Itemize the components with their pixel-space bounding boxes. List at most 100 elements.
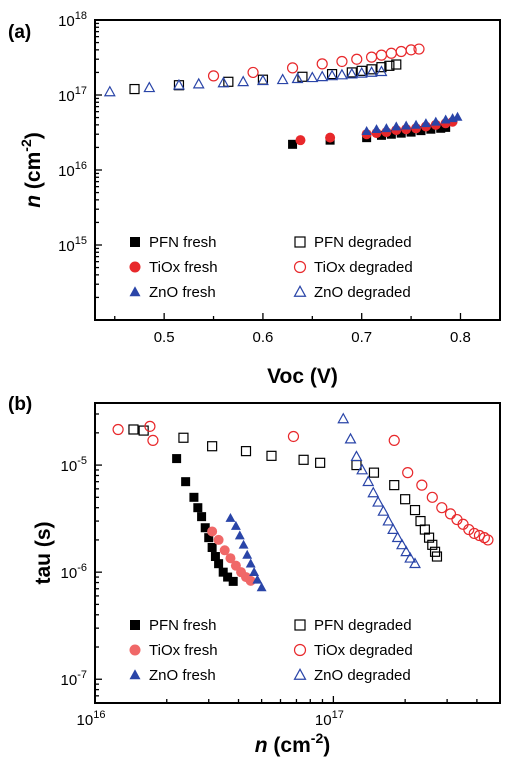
data-point	[362, 475, 375, 487]
data-point	[128, 424, 139, 435]
data-point	[406, 127, 416, 137]
legend-label: TiOx degraded	[314, 259, 413, 276]
data-point	[207, 70, 220, 82]
data-point	[368, 467, 380, 478]
data-point	[385, 47, 397, 59]
legend: PFN fresh TiOx fresh ZnO fresh PFN degraded…	[129, 617, 413, 684]
data-point	[386, 129, 396, 139]
data-point	[391, 531, 404, 543]
data-point	[129, 83, 140, 95]
data-point	[178, 432, 189, 443]
data-point	[213, 534, 224, 545]
data-point	[228, 576, 238, 586]
data-point	[430, 116, 441, 126]
series-pfn-degraded	[129, 59, 402, 95]
data-point	[396, 538, 408, 550]
legend-label: PFN fresh	[149, 617, 217, 634]
data-point	[376, 130, 386, 140]
data-point	[207, 441, 218, 452]
data-point	[387, 523, 400, 534]
data-point	[238, 539, 249, 549]
legend-label: ZnO fresh	[149, 284, 216, 301]
series-tiox-degraded	[207, 43, 425, 82]
panel-label: (a)	[8, 22, 31, 43]
data-point	[210, 552, 220, 562]
data-point	[256, 582, 267, 592]
data-point	[382, 514, 395, 526]
legend-label: TiOx degraded	[314, 642, 413, 659]
data-point	[431, 551, 443, 562]
legend-marker	[293, 285, 307, 297]
data-point	[315, 457, 326, 468]
legend-marker	[129, 669, 141, 680]
x-axis-label: n (cm-2)	[255, 730, 330, 757]
data-point	[193, 503, 203, 513]
data-point	[256, 74, 269, 86]
data-point	[391, 59, 402, 70]
x-tick-label: 1016	[77, 709, 106, 729]
data-point	[287, 430, 300, 443]
series-zno-fresh	[361, 111, 463, 135]
data-point	[189, 492, 199, 502]
legend-label: ZnO degraded	[314, 284, 411, 301]
x-axis-label: Voc (V)	[267, 365, 338, 388]
data-point	[356, 65, 367, 76]
data-point	[356, 463, 369, 475]
data-point	[404, 551, 417, 563]
data-point	[103, 85, 116, 97]
data-point	[376, 62, 387, 73]
data-point	[345, 67, 358, 79]
data-point	[291, 72, 304, 84]
data-point	[298, 454, 309, 465]
data-point	[377, 504, 390, 516]
y-axis-label: n (cm-2)	[18, 132, 45, 207]
data-point	[297, 71, 308, 82]
data-point	[367, 486, 380, 498]
data-point	[365, 51, 378, 63]
data-point	[144, 420, 156, 432]
data-point	[197, 512, 207, 522]
data-point	[436, 502, 448, 514]
data-point	[436, 123, 446, 133]
data-point	[482, 534, 494, 546]
data-point	[415, 515, 426, 527]
data-point	[401, 120, 412, 130]
data-point	[325, 132, 336, 143]
data-point	[371, 124, 382, 134]
legend-marker	[294, 236, 306, 248]
data-point	[295, 135, 306, 146]
legend-marker	[129, 261, 141, 273]
panel-label: (b)	[8, 394, 32, 415]
data-point	[252, 574, 263, 584]
data-point	[192, 77, 205, 89]
data-point	[366, 64, 377, 75]
legend-label: PFN degraded	[314, 234, 412, 251]
series-zno-fresh	[225, 512, 267, 592]
data-point	[388, 434, 400, 447]
data-point	[276, 73, 289, 85]
data-point	[413, 43, 425, 55]
data-point	[375, 49, 388, 61]
data-point	[245, 558, 256, 568]
data-point	[207, 542, 217, 552]
x-tick-label: 0.7	[351, 329, 372, 346]
data-point	[365, 66, 378, 77]
data-point	[344, 432, 357, 444]
data-point	[355, 66, 368, 78]
data-point	[381, 123, 392, 133]
data-point	[409, 557, 421, 569]
data-point	[181, 477, 191, 487]
x-tick-label: 0.6	[252, 329, 273, 346]
legend-label: TiOx fresh	[149, 642, 218, 659]
data-point	[337, 412, 350, 424]
legend-marker	[129, 644, 141, 656]
legend-marker	[293, 643, 307, 657]
data-point	[217, 76, 230, 88]
x-tick-label: 0.5	[154, 329, 175, 346]
data-point	[326, 69, 339, 81]
data-point	[247, 66, 259, 79]
data-point	[402, 467, 414, 479]
data-point	[411, 119, 421, 129]
data-point	[396, 128, 406, 138]
